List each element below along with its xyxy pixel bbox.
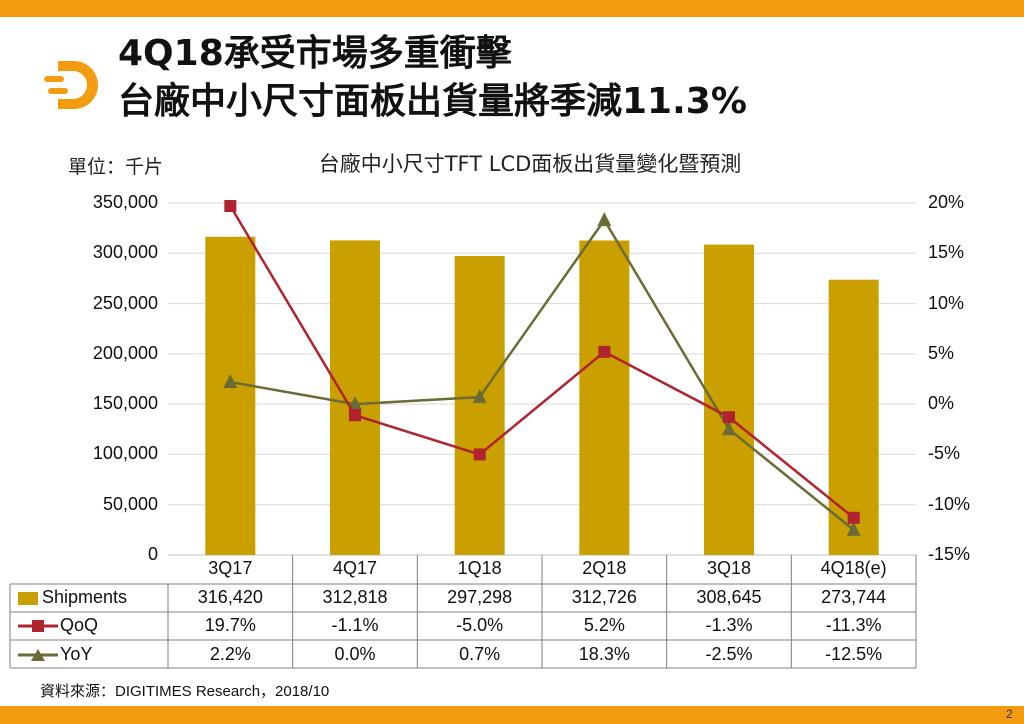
legend-qoq: QoQ — [18, 615, 98, 636]
qoq-point — [598, 345, 611, 358]
qoq-point — [847, 511, 860, 524]
yoy-point — [722, 421, 736, 436]
table-cell-yoy: -12.5% — [825, 644, 883, 664]
right-axis-tick: 0% — [928, 393, 955, 414]
table-cell-yoy: 18.3% — [578, 644, 630, 664]
left-axis-tick: 100,000 — [92, 443, 158, 464]
title-line-2: 台廠中小尺寸面板出貨量將季減11.3% — [118, 81, 747, 122]
left-axis-tick: 300,000 — [92, 242, 158, 263]
chart-title: 台廠中小尺寸TFT LCD面板出貨量變化暨預測 — [318, 152, 742, 176]
bar-shipments — [579, 240, 630, 555]
left-axis-tick: 250,000 — [92, 292, 158, 313]
yoy-point — [597, 212, 612, 227]
yoy-point — [472, 389, 487, 404]
yoy-legend-swatch — [18, 649, 58, 662]
table-cell-yoy: 0.0% — [334, 644, 376, 664]
category-label: 4Q18(e) — [820, 558, 887, 578]
category-label: 4Q17 — [332, 558, 378, 578]
right-axis-tick: -15% — [928, 544, 971, 564]
table-cell-qoq: -1.3% — [705, 615, 753, 635]
table-cell-shipments: 297,298 — [447, 587, 513, 607]
category-label: 3Q18 — [706, 558, 752, 578]
logo-d-icon — [44, 61, 98, 109]
left-axis-tick: 50,000 — [102, 493, 158, 514]
table-cell-yoy: 0.7% — [459, 644, 501, 664]
left-axis-tick: 150,000 — [92, 393, 158, 414]
qoq-legend-swatch — [18, 620, 58, 633]
shipments-legend-swatch — [18, 591, 38, 605]
qoq-point — [224, 200, 237, 213]
bar-shipments — [828, 279, 879, 555]
table-cell-shipments: 312,726 — [571, 587, 637, 607]
yoy-point — [846, 521, 861, 536]
legend-yoy: YoY — [18, 644, 92, 665]
page-number: 2 — [1006, 707, 1013, 721]
title-line-1: 4Q18承受市場多重衝擊 — [118, 33, 512, 74]
yoy-point — [348, 396, 362, 411]
bar-shipments — [454, 256, 505, 555]
bottom-accent-bar — [0, 706, 1024, 724]
bar-shipments — [205, 236, 256, 555]
left-axis-tick: 200,000 — [92, 342, 158, 363]
legend-shipments: Shipments — [18, 587, 127, 608]
table-cell-shipments: 312,818 — [322, 587, 388, 607]
category-label: 2Q18 — [582, 558, 627, 578]
category-label: 1Q18 — [457, 558, 502, 578]
right-axis-tick: 10% — [928, 292, 965, 313]
left-axis-tick: 0 — [147, 544, 158, 564]
table-cell-qoq: 19.7% — [204, 615, 256, 635]
right-axis-tick: -10% — [928, 493, 971, 514]
left-axis-tick: 350,000 — [92, 192, 158, 212]
category-label: 3Q17 — [208, 558, 253, 578]
yoy-line — [230, 217, 855, 531]
table-cell-shipments: 273,744 — [821, 587, 887, 607]
right-axis-tick: 5% — [928, 342, 955, 363]
qoq-point — [473, 448, 486, 461]
yoy-point — [223, 374, 238, 389]
legend-yoy-label: YoY — [60, 644, 93, 664]
right-axis-tick: 20% — [928, 192, 965, 212]
qoq-point — [723, 411, 735, 424]
legend-shipments-label: Shipments — [42, 587, 128, 607]
table-cell-yoy: -2.5% — [705, 644, 753, 664]
table-cell-qoq: 5.2% — [583, 615, 625, 635]
slide-title: 4Q18承受市場多重衝擊 台廠中小尺寸面板出貨量將季減11.3% — [118, 30, 747, 126]
table-cell-qoq: -1.1% — [331, 615, 379, 635]
right-axis-tick: 15% — [928, 242, 965, 263]
qoq-point — [349, 409, 361, 422]
table-cell-qoq: -5.0% — [456, 615, 504, 635]
top-accent-bar — [0, 0, 1024, 17]
qoq-line — [229, 205, 855, 519]
table-cell-yoy: 2.2% — [209, 644, 251, 664]
table-cell-shipments: 316,420 — [197, 587, 263, 607]
legend-qoq-label: QoQ — [60, 615, 99, 635]
unit-label: 單位：千片 — [68, 156, 164, 178]
table-cell-qoq: -11.3% — [825, 615, 882, 635]
right-axis-tick: -5% — [928, 443, 961, 464]
table-cell-shipments: 308,645 — [696, 587, 762, 607]
source-note: 資料來源：DIGITIMES Research，2018/10 — [40, 683, 330, 700]
